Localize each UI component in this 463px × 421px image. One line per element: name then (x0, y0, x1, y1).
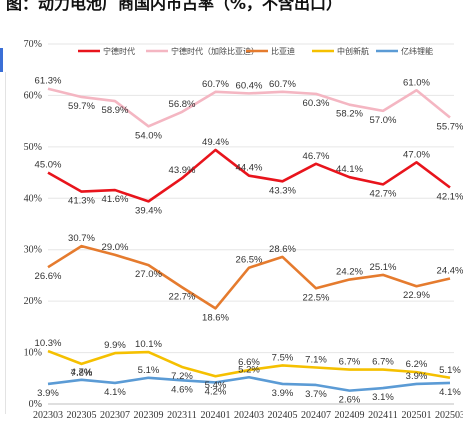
data-label: 6.2% (406, 359, 428, 370)
data-label: 9.9% (104, 340, 126, 351)
data-labels: 45.0% 41.3% 41.6% 39.4% 43.9% 49.4% 44.4% 43.3%… (35, 76, 463, 406)
y-tick-label: 60% (24, 90, 42, 101)
data-label: 41.6% (102, 194, 129, 205)
data-label: 61.3% (35, 76, 62, 87)
y-tick-label: 30% (24, 245, 42, 256)
y-tick-label: 0% (29, 399, 42, 410)
data-label: 5.2% (238, 364, 260, 375)
data-label: 7.1% (305, 354, 327, 365)
data-label: 3.7% (305, 389, 327, 400)
data-label: 54.0% (135, 130, 162, 141)
data-label: 22.9% (403, 290, 430, 301)
data-label: 60.3% (303, 98, 330, 109)
x-axis-ticks: 202303 202305 202307 202309 202311 202401 2024… (33, 410, 463, 421)
data-label: 27.0% (135, 269, 162, 280)
data-label: 4.6% (171, 384, 193, 395)
legend-label: 宁德时代 (103, 46, 135, 56)
x-tick-label: 202405 (268, 410, 298, 421)
y-axis-ticks: 0% 10% 20% 30% 40% 50% 60% 70% (24, 39, 42, 410)
y-tick-label: 20% (24, 296, 42, 307)
data-label: 61.0% (403, 77, 430, 88)
data-label: 43.3% (269, 185, 296, 196)
data-label: 60.7% (202, 79, 229, 90)
data-label: 5.1% (138, 365, 160, 376)
data-label: 60.7% (269, 79, 296, 90)
x-tick-label: 202401 (201, 410, 231, 421)
data-label: 3.9% (406, 371, 428, 382)
data-label: 56.8% (169, 99, 196, 110)
legend-label: 宁德时代（加除比亚迪） (171, 46, 259, 56)
data-label: 24.2% (336, 267, 363, 278)
legend: 宁德时代 宁德时代（加除比亚迪） 比亚迪 中创新航 亿纬锂能 (78, 46, 433, 56)
x-tick-label: 202403 (234, 410, 264, 421)
data-label: 42.7% (370, 188, 397, 199)
data-label: 55.7% (437, 122, 463, 133)
data-label: 46.7% (303, 151, 330, 162)
data-label: 7.2% (171, 371, 193, 382)
x-tick-label: 202407 (301, 410, 331, 421)
data-label: 26.6% (35, 271, 62, 282)
data-label: 4.7% (71, 367, 93, 378)
data-label: 6.7% (372, 357, 394, 368)
legend-label: 亿纬锂能 (401, 46, 433, 56)
data-label: 10.3% (35, 338, 62, 349)
x-tick-label: 202501 (402, 410, 432, 421)
data-label: 30.7% (68, 233, 95, 244)
legend-label: 比亚迪 (271, 46, 295, 56)
y-tick-label: 40% (24, 193, 42, 204)
x-tick-label: 202305 (67, 410, 97, 421)
data-label: 4.2% (205, 386, 227, 397)
y-tick-label: 70% (24, 39, 42, 50)
x-tick-label: 202303 (33, 410, 63, 421)
data-label: 3.9% (37, 388, 59, 399)
x-tick-label: 202409 (335, 410, 365, 421)
data-label: 25.1% (370, 262, 397, 273)
data-label: 10.1% (135, 339, 162, 350)
x-tick-label: 202503 (435, 410, 463, 421)
data-label: 4.1% (439, 387, 461, 398)
data-label: 44.4% (236, 163, 263, 174)
data-label: 28.6% (269, 244, 296, 255)
data-label: 49.4% (202, 137, 229, 148)
data-label: 43.9% (169, 165, 196, 176)
data-label: 3.9% (272, 388, 294, 399)
data-label: 5.1% (439, 365, 461, 376)
data-label: 2.6% (339, 395, 361, 406)
data-label: 6.7% (339, 357, 361, 368)
x-tick-label: 202309 (134, 410, 164, 421)
x-tick-label: 202311 (167, 410, 197, 421)
data-label: 57.0% (370, 115, 397, 126)
data-label: 44.1% (336, 164, 363, 175)
y-tick-label: 50% (24, 142, 42, 153)
data-label: 59.7% (68, 101, 95, 112)
data-label: 18.6% (202, 312, 229, 323)
data-label: 41.3% (68, 196, 95, 207)
data-label: 39.4% (135, 205, 162, 216)
data-label: 24.4% (437, 266, 463, 277)
data-label: 47.0% (403, 149, 430, 160)
data-label: 26.5% (236, 255, 263, 266)
y-tick-label: 10% (24, 348, 42, 359)
data-label: 7.5% (272, 352, 294, 363)
data-label: 60.4% (236, 80, 263, 91)
data-label: 45.0% (35, 160, 62, 171)
data-label: 22.7% (169, 291, 196, 302)
data-label: 22.5% (303, 292, 330, 303)
data-label: 4.1% (104, 387, 126, 398)
data-label: 58.2% (336, 109, 363, 120)
legend-label: 中创新航 (337, 46, 369, 56)
x-tick-label: 202411 (368, 410, 398, 421)
data-label: 58.9% (102, 105, 129, 116)
data-label: 42.1% (437, 191, 463, 202)
x-tick-label: 202307 (100, 410, 130, 421)
data-label: 3.1% (372, 392, 394, 403)
data-label: 29.0% (102, 242, 129, 253)
